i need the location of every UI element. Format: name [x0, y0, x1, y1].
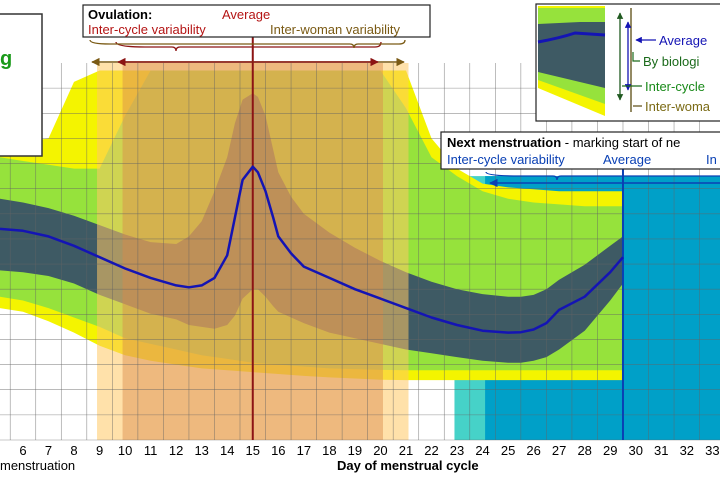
average-markers: [251, 18, 624, 440]
grid-lines: [0, 63, 720, 441]
legend-average-line: [537, 31, 606, 44]
x-tick-label: 30: [629, 443, 643, 458]
legend-inter-cycle-label: Inter-cycle: [645, 79, 705, 94]
ovulation-inter-cycle-label: Inter-cycle variability: [88, 22, 206, 37]
legend-inter-woman-label: Inter-woma: [645, 99, 711, 114]
menstruation-inter-cycle-brace: [485, 171, 720, 181]
menstruation-heading-line: Next menstruation - marking start of ne: [447, 135, 680, 150]
x-tick-label: 31: [654, 443, 668, 458]
x-tick-label: 21: [399, 443, 413, 458]
menstruation-heading-suffix: - marking start of ne: [561, 135, 680, 150]
x-tick-label: 20: [373, 443, 387, 458]
x-tick-label: 8: [70, 443, 77, 458]
menstruation-average-label: Average: [603, 152, 651, 167]
x-tick-label: 26: [526, 443, 540, 458]
x-tick-label: 29: [603, 443, 617, 458]
x-tick-label: 32: [680, 443, 694, 458]
x-tick-label: 10: [118, 443, 132, 458]
menstruation-heading: Next menstruation: [447, 135, 561, 150]
x-tick-label: 16: [271, 443, 285, 458]
ovulation-inter-cycle-brace: [115, 41, 382, 52]
x-tick-label: 14: [220, 443, 234, 458]
left-panel-text: g: [0, 48, 12, 70]
x-tick-label: 18: [322, 443, 336, 458]
x-tick-label: 23: [450, 443, 464, 458]
ovulation-annotation: Ovulation: Average Inter-cycle variabili…: [82, 4, 431, 67]
ovulation-inter-woman-label: Inter-woman variability: [270, 22, 401, 37]
x-tick-label: 22: [424, 443, 438, 458]
legend-biological-connector: [632, 52, 640, 62]
x-tick-label: 33: [705, 443, 719, 458]
left-title-panel: [0, 13, 43, 157]
x-tick-label: 15: [246, 443, 260, 458]
x-tick-label: 9: [96, 443, 103, 458]
menstruation-inter-woman-label: In: [706, 152, 717, 167]
average-line: [0, 165, 624, 334]
average-line-group: [0, 165, 624, 334]
x-tick-label: 19: [348, 443, 362, 458]
ovulation-average-label: Average: [222, 7, 270, 22]
menstruation-inter-cycle-label: Inter-cycle variability: [447, 152, 565, 167]
legend-average-label: Average: [659, 33, 707, 48]
x-tick-label: 12: [169, 443, 183, 458]
x-axis-title: Day of menstrual cycle: [337, 458, 479, 473]
x-tick-label: 25: [501, 443, 515, 458]
x-tick-label: 28: [577, 443, 591, 458]
menstruation-label-box: [440, 131, 720, 170]
ovulation-label-box: [82, 4, 431, 38]
x-tick-label: 6: [19, 443, 26, 458]
x-tick-label: 27: [552, 443, 566, 458]
x-tick-label: 7: [45, 443, 52, 458]
ovulation-inter-woman-brace: [89, 39, 406, 49]
next-menstruation-annotation: Next menstruation - marking start of ne …: [440, 131, 720, 188]
legend-biological-label: By biologi: [643, 54, 699, 69]
x-tick-label: 13: [194, 443, 208, 458]
legend-inset: Average By biologi Inter-cycle Inter-wom…: [535, 3, 720, 122]
x-tick-label: 17: [297, 443, 311, 458]
x-tick-labels: 6 7 8 9 10 11 12 13 14 15 16 17 18 19 20 21 22 23 24 25 26 27…: [19, 443, 719, 458]
x-axis-left-label: menstruation: [0, 458, 75, 473]
x-tick-label: 24: [475, 443, 489, 458]
ovulation-heading: Ovulation:: [88, 7, 152, 22]
x-tick-label: 11: [144, 443, 158, 458]
